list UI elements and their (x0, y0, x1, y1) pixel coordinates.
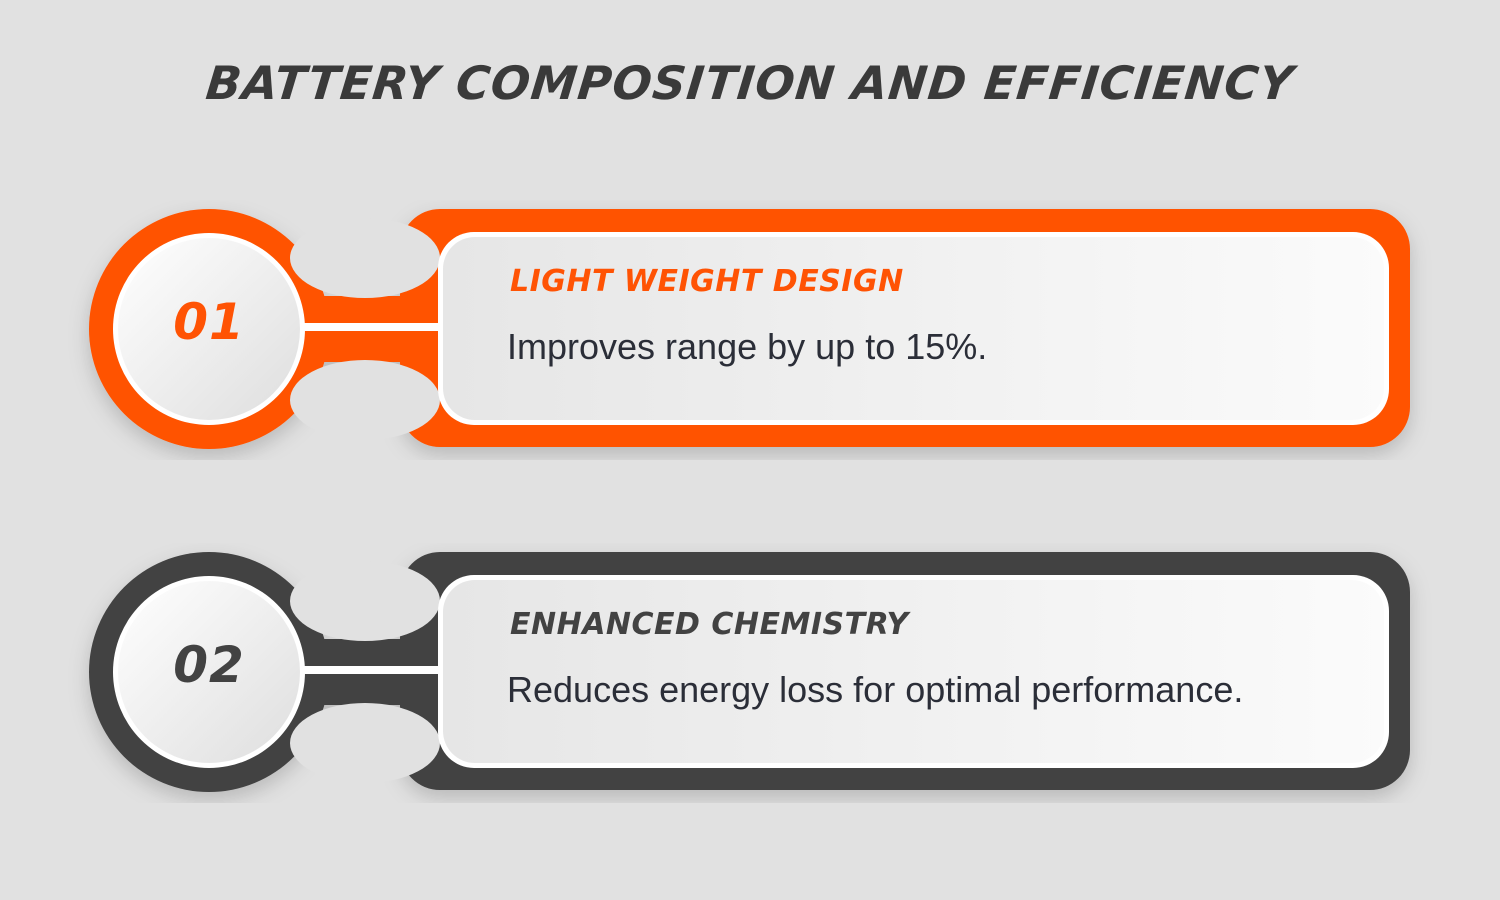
step-card-1: 01 LIGHT WEIGHT DESIGN Improves range by… (0, 200, 1500, 460)
step-heading: ENHANCED CHEMISTRY (510, 607, 909, 642)
step-card-frame (89, 552, 1410, 792)
page-title: BATTERY COMPOSITION AND EFFICIENCY (203, 56, 1297, 110)
step-number: 01 (173, 293, 245, 351)
step-description: Reduces energy loss for optimal performa… (507, 669, 1244, 710)
step-description: Improves range by up to 15%. (507, 326, 988, 367)
step-number: 02 (173, 636, 245, 694)
step-heading: LIGHT WEIGHT DESIGN (510, 264, 904, 299)
step-card-2: 02 ENHANCED CHEMISTRY Reduces energy los… (0, 543, 1500, 803)
step-card-frame (89, 209, 1410, 449)
